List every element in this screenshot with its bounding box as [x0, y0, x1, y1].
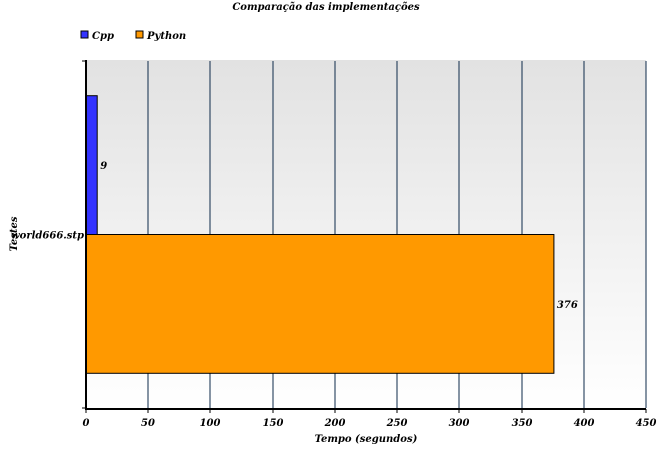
x-tick-label: 250	[386, 418, 408, 429]
legend-label-python: Python	[146, 31, 186, 42]
y-axis-title: Testes	[9, 216, 20, 251]
x-tick-label: 450	[636, 418, 657, 429]
x-tick-label: 200	[324, 418, 346, 429]
category-label: world666.stp	[11, 231, 84, 242]
legend-swatch-cpp	[80, 30, 89, 39]
x-tick-label: 150	[263, 418, 284, 429]
data-label-cpp: 9	[100, 161, 107, 172]
x-tick-label: 350	[512, 418, 533, 429]
data-label-python: 376	[557, 300, 578, 311]
chart-title: Comparação das implementações	[232, 2, 420, 13]
x-axis-title: Tempo (segundos)	[315, 434, 418, 445]
legend-label-cpp: Cpp	[92, 31, 114, 42]
x-tick-label: 300	[449, 418, 470, 429]
legend: Cpp Python	[80, 30, 186, 42]
x-tick-label: 100	[200, 418, 221, 429]
x-axis-ticks: 0 50 100 150 200 250 300 350 400 450	[83, 409, 657, 429]
category-labels: world666.stp	[11, 231, 84, 242]
legend-swatch-python	[135, 30, 144, 39]
x-tick-label: 50	[141, 418, 155, 429]
x-tick-label: 0	[83, 418, 90, 429]
bar-cpp	[85, 95, 98, 235]
bar-python	[85, 234, 555, 374]
x-tick-label: 400	[574, 418, 595, 429]
data-labels: 9 376	[100, 161, 578, 311]
